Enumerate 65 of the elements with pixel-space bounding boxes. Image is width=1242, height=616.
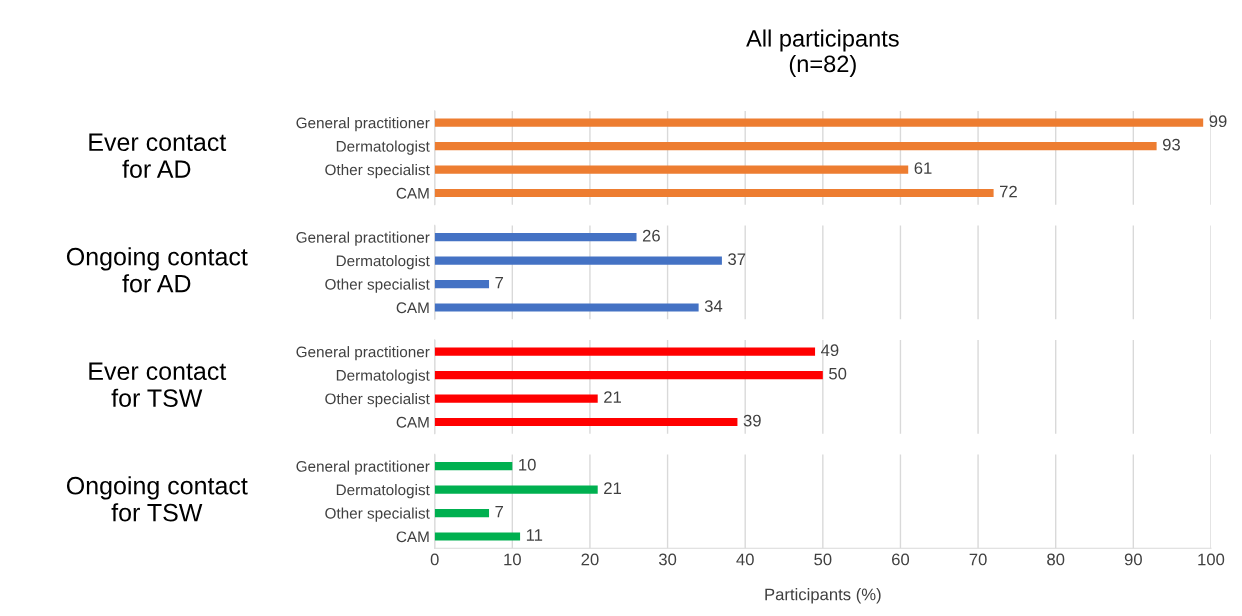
bar [434, 303, 699, 312]
data-label: 7 [495, 505, 504, 518]
data-label: 34 [704, 300, 723, 312]
y-tick-label: Other specialist [325, 164, 430, 179]
data-label: 11 [526, 529, 543, 541]
x-tick-label: 90 [1124, 553, 1142, 566]
y-tick-label: Other specialist [325, 393, 430, 408]
bar [434, 188, 994, 198]
data-label: 61 [914, 162, 932, 175]
y-tick-label: Dermatologist [336, 140, 430, 155]
data-label: 49 [821, 344, 839, 357]
data-label: 93 [1162, 138, 1180, 151]
y-tick-label: General practitioner [296, 117, 430, 132]
data-label: 21 [604, 482, 621, 494]
bar [434, 141, 1157, 151]
bar [434, 118, 1204, 127]
data-label: 39 [743, 414, 761, 427]
bar [434, 370, 823, 380]
data-label: 72 [1000, 185, 1017, 198]
bar [434, 394, 598, 403]
bar [434, 233, 637, 242]
bar [434, 532, 521, 541]
data-label: 7 [495, 276, 504, 289]
y-tick-label: CAM [396, 302, 429, 314]
x-tick-label: 70 [969, 553, 987, 566]
bar [434, 256, 722, 265]
y-axis-title: Ever contact for TSW [89, 362, 227, 407]
data-label: 37 [728, 253, 746, 266]
y-tick-label: General practitioner [296, 231, 430, 246]
y-tick-label: CAM [396, 531, 429, 543]
x-tick-label: 0 [430, 553, 439, 566]
data-label: 99 [1209, 115, 1227, 128]
data-label: 10 [519, 458, 536, 471]
bar [434, 347, 816, 356]
y-axis-title: Ongoing contact for AD [66, 247, 248, 293]
data-label: 26 [642, 229, 660, 242]
x-tick-label: 50 [814, 553, 832, 566]
x-tick-label: 30 [658, 553, 677, 566]
y-tick-label: General practitioner [296, 346, 430, 361]
x-tick-label: 20 [581, 553, 599, 566]
y-axis-title: Ever contact for AD [89, 133, 227, 178]
bar [434, 462, 513, 471]
bar [434, 417, 738, 427]
y-tick-label: Dermatologist [336, 255, 430, 270]
y-tick-label: Dermatologist [336, 369, 430, 384]
bar [434, 508, 490, 518]
x-tick-label: 60 [892, 553, 910, 566]
x-tick-label: 80 [1047, 553, 1065, 566]
bar [434, 165, 909, 174]
data-label: 50 [829, 367, 847, 380]
y-tick-label: Other specialist [325, 278, 430, 293]
y-tick-label: CAM [396, 187, 429, 199]
chart-title: All participants (n=82) [746, 29, 899, 77]
x-tick-label: 10 [504, 553, 521, 566]
bar [434, 485, 598, 494]
y-tick-label: Dermatologist [336, 484, 430, 499]
bar [434, 279, 490, 289]
x-axis-title: Participants (%) [765, 588, 881, 604]
x-tick-label: 100 [1198, 553, 1225, 566]
y-tick-label: CAM [396, 416, 429, 428]
x-tick-label: 40 [736, 553, 754, 566]
data-label: 21 [604, 391, 621, 403]
y-tick-label: Other specialist [325, 507, 430, 522]
y-axis-title: Ongoing contact for TSW [66, 476, 248, 522]
y-tick-label: General practitioner [296, 460, 430, 475]
